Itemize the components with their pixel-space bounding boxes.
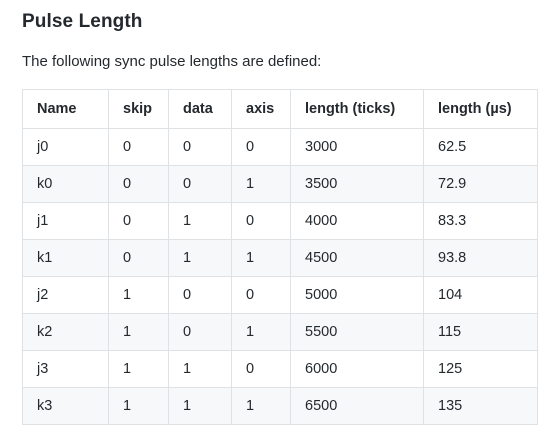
cell-data: 0 bbox=[168, 313, 232, 351]
cell-axis: 1 bbox=[231, 239, 291, 277]
cell-skip: 0 bbox=[108, 128, 169, 166]
cell-name: j2 bbox=[22, 276, 109, 314]
cell-length-us: 135 bbox=[423, 387, 538, 425]
cell-name: k1 bbox=[22, 239, 109, 277]
cell-name: k3 bbox=[22, 387, 109, 425]
cell-axis: 0 bbox=[231, 128, 291, 166]
cell-name: j0 bbox=[22, 128, 109, 166]
table-row: k1 0 1 1 4500 93.8 bbox=[22, 239, 538, 277]
cell-length-ticks: 6500 bbox=[290, 387, 424, 425]
column-header-length-ticks: length (ticks) bbox=[290, 89, 424, 129]
cell-length-ticks: 3500 bbox=[290, 165, 424, 203]
cell-axis: 1 bbox=[231, 165, 291, 203]
cell-name: j1 bbox=[22, 202, 109, 240]
cell-data: 1 bbox=[168, 202, 232, 240]
cell-length-ticks: 4000 bbox=[290, 202, 424, 240]
column-header-skip: skip bbox=[108, 89, 169, 129]
column-header-name: Name bbox=[22, 89, 109, 129]
table-row: k0 0 0 1 3500 72.9 bbox=[22, 165, 538, 203]
cell-skip: 1 bbox=[108, 350, 169, 388]
cell-axis: 1 bbox=[231, 387, 291, 425]
table-row: j1 0 1 0 4000 83.3 bbox=[22, 202, 538, 240]
cell-skip: 0 bbox=[108, 165, 169, 203]
cell-data: 1 bbox=[168, 350, 232, 388]
table-row: j3 1 1 0 6000 125 bbox=[22, 350, 538, 388]
cell-length-ticks: 5000 bbox=[290, 276, 424, 314]
cell-length-us: 93.8 bbox=[423, 239, 538, 277]
cell-length-ticks: 3000 bbox=[290, 128, 424, 166]
cell-skip: 0 bbox=[108, 239, 169, 277]
cell-skip: 1 bbox=[108, 276, 169, 314]
cell-name: j3 bbox=[22, 350, 109, 388]
cell-length-us: 83.3 bbox=[423, 202, 538, 240]
cell-axis: 1 bbox=[231, 313, 291, 351]
cell-length-ticks: 5500 bbox=[290, 313, 424, 351]
intro-text: The following sync pulse lengths are def… bbox=[22, 53, 322, 70]
cell-data: 1 bbox=[168, 239, 232, 277]
table-row: j2 1 0 0 5000 104 bbox=[22, 276, 538, 314]
cell-length-us: 72.9 bbox=[423, 165, 538, 203]
cell-axis: 0 bbox=[231, 202, 291, 240]
cell-data: 0 bbox=[168, 128, 232, 166]
column-header-length-us: length (µs) bbox=[423, 89, 538, 129]
cell-data: 0 bbox=[168, 165, 232, 203]
cell-axis: 0 bbox=[231, 350, 291, 388]
cell-length-us: 62.5 bbox=[423, 128, 538, 166]
cell-skip: 1 bbox=[108, 387, 169, 425]
cell-length-ticks: 6000 bbox=[290, 350, 424, 388]
cell-length-us: 125 bbox=[423, 350, 538, 388]
cell-skip: 0 bbox=[108, 202, 169, 240]
cell-skip: 1 bbox=[108, 313, 169, 351]
cell-length-us: 115 bbox=[423, 313, 538, 351]
pulse-length-table: Name skip data axis length (ticks) lengt… bbox=[22, 89, 538, 425]
table-row: j0 0 0 0 3000 62.5 bbox=[22, 128, 538, 166]
cell-data: 0 bbox=[168, 276, 232, 314]
section-heading: Pulse Length bbox=[22, 11, 143, 32]
cell-length-ticks: 4500 bbox=[290, 239, 424, 277]
cell-length-us: 104 bbox=[423, 276, 538, 314]
column-header-axis: axis bbox=[231, 89, 291, 129]
table-header-row: Name skip data axis length (ticks) lengt… bbox=[22, 89, 538, 129]
cell-name: k2 bbox=[22, 313, 109, 351]
table-row: k3 1 1 1 6500 135 bbox=[22, 387, 538, 425]
table-row: k2 1 0 1 5500 115 bbox=[22, 313, 538, 351]
column-header-data: data bbox=[168, 89, 232, 129]
cell-data: 1 bbox=[168, 387, 232, 425]
cell-axis: 0 bbox=[231, 276, 291, 314]
cell-name: k0 bbox=[22, 165, 109, 203]
